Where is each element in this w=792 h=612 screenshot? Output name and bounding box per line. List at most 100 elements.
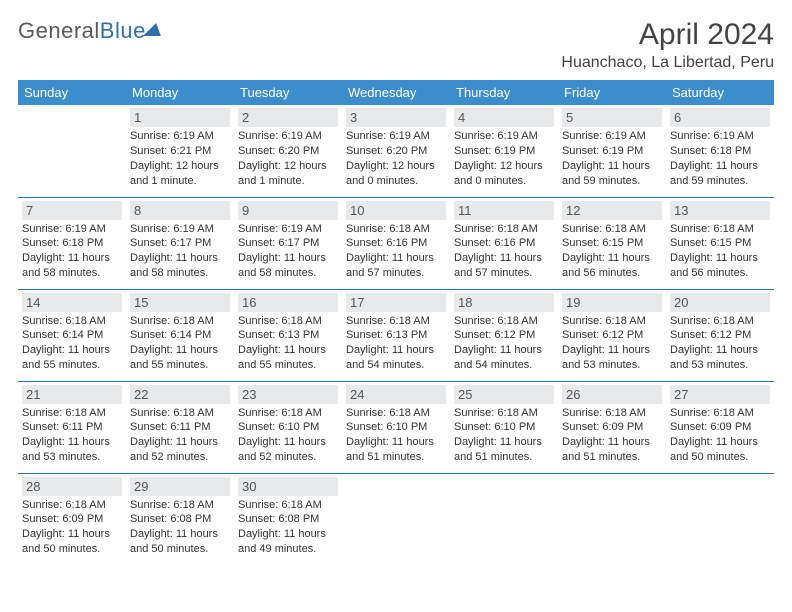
calendar-row: 7Sunrise: 6:19 AMSunset: 6:18 PMDaylight… [18, 197, 774, 289]
calendar-cell: 9Sunrise: 6:19 AMSunset: 6:17 PMDaylight… [234, 197, 342, 289]
header: GeneralBlue April 2024 Huanchaco, La Lib… [18, 18, 774, 72]
daylight-text: Daylight: 11 hours and 58 minutes. [22, 251, 122, 281]
day-details: Sunrise: 6:18 AMSunset: 6:15 PMDaylight:… [562, 222, 662, 281]
sunset-text: Sunset: 6:11 PM [22, 420, 122, 435]
day-number: 20 [670, 293, 770, 312]
calendar-cell: 2Sunrise: 6:19 AMSunset: 6:20 PMDaylight… [234, 105, 342, 197]
sunset-text: Sunset: 6:14 PM [130, 328, 230, 343]
sunrise-text: Sunrise: 6:18 AM [22, 406, 122, 421]
day-details: Sunrise: 6:18 AMSunset: 6:16 PMDaylight:… [454, 222, 554, 281]
sunrise-text: Sunrise: 6:18 AM [346, 406, 446, 421]
calendar-cell [666, 473, 774, 565]
sunset-text: Sunset: 6:16 PM [454, 236, 554, 251]
daylight-text: Daylight: 11 hours and 50 minutes. [670, 435, 770, 465]
calendar-cell: 24Sunrise: 6:18 AMSunset: 6:10 PMDayligh… [342, 381, 450, 473]
day-details: Sunrise: 6:18 AMSunset: 6:16 PMDaylight:… [346, 222, 446, 281]
day-details: Sunrise: 6:19 AMSunset: 6:18 PMDaylight:… [670, 129, 770, 188]
sunrise-text: Sunrise: 6:18 AM [346, 222, 446, 237]
sunset-text: Sunset: 6:15 PM [562, 236, 662, 251]
day-details: Sunrise: 6:19 AMSunset: 6:17 PMDaylight:… [130, 222, 230, 281]
day-details: Sunrise: 6:18 AMSunset: 6:15 PMDaylight:… [670, 222, 770, 281]
sunrise-text: Sunrise: 6:18 AM [670, 314, 770, 329]
daylight-text: Daylight: 11 hours and 57 minutes. [346, 251, 446, 281]
sunrise-text: Sunrise: 6:18 AM [562, 406, 662, 421]
sunset-text: Sunset: 6:18 PM [670, 144, 770, 159]
day-number: 27 [670, 385, 770, 404]
sunset-text: Sunset: 6:10 PM [454, 420, 554, 435]
calendar-cell: 17Sunrise: 6:18 AMSunset: 6:13 PMDayligh… [342, 289, 450, 381]
daylight-text: Daylight: 11 hours and 53 minutes. [22, 435, 122, 465]
day-details: Sunrise: 6:18 AMSunset: 6:12 PMDaylight:… [670, 314, 770, 373]
day-number: 6 [670, 108, 770, 127]
daylight-text: Daylight: 11 hours and 57 minutes. [454, 251, 554, 281]
day-number: 25 [454, 385, 554, 404]
day-details: Sunrise: 6:18 AMSunset: 6:14 PMDaylight:… [130, 314, 230, 373]
logo-word1: General [18, 18, 100, 43]
day-number: 23 [238, 385, 338, 404]
calendar-table: Sunday Monday Tuesday Wednesday Thursday… [18, 80, 774, 565]
daylight-text: Daylight: 11 hours and 54 minutes. [454, 343, 554, 373]
day-details: Sunrise: 6:19 AMSunset: 6:17 PMDaylight:… [238, 222, 338, 281]
day-details: Sunrise: 6:18 AMSunset: 6:12 PMDaylight:… [562, 314, 662, 373]
day-details: Sunrise: 6:18 AMSunset: 6:14 PMDaylight:… [22, 314, 122, 373]
day-number: 16 [238, 293, 338, 312]
month-title: April 2024 [561, 18, 774, 52]
sunrise-text: Sunrise: 6:19 AM [22, 222, 122, 237]
daylight-text: Daylight: 11 hours and 51 minutes. [346, 435, 446, 465]
calendar-cell: 15 Sunrise: 6:18 AMSunset: 6:14 PMDayligh… [126, 289, 234, 381]
day-number: 29 [130, 477, 230, 496]
calendar-cell [18, 105, 126, 197]
sunrise-text: Sunrise: 6:19 AM [238, 129, 338, 144]
daylight-text: Daylight: 11 hours and 59 minutes. [562, 159, 662, 189]
sunrise-text: Sunrise: 6:18 AM [562, 314, 662, 329]
calendar-cell [450, 473, 558, 565]
day-number: 4 [454, 108, 554, 127]
location: Huanchaco, La Libertad, Peru [561, 54, 774, 72]
sunrise-text: Sunrise: 6:19 AM [130, 129, 230, 144]
day-number: 17 [346, 293, 446, 312]
calendar-cell: 27Sunrise: 6:18 AMSunset: 6:09 PMDayligh… [666, 381, 774, 473]
sunset-text: Sunset: 6:09 PM [22, 512, 122, 527]
calendar-row: 14Sunrise: 6:18 AMSunset: 6:14 PMDayligh… [18, 289, 774, 381]
title-block: April 2024 Huanchaco, La Libertad, Peru [561, 18, 774, 72]
day-number: 15 [130, 293, 230, 312]
weekday-heading: Sunday [18, 80, 126, 105]
day-number: 28 [22, 477, 122, 496]
day-number: 30 [238, 477, 338, 496]
sunset-text: Sunset: 6:10 PM [238, 420, 338, 435]
day-number: 10 [346, 201, 446, 220]
day-number: 1 [130, 108, 230, 127]
calendar-cell: 12Sunrise: 6:18 AMSunset: 6:15 PMDayligh… [558, 197, 666, 289]
sunrise-text: Sunrise: 6:18 AM [454, 314, 554, 329]
daylight-text: Daylight: 11 hours and 58 minutes. [238, 251, 338, 281]
day-number: 8 [130, 201, 230, 220]
calendar-cell: 8 Sunrise: 6:19 AMSunset: 6:17 PMDaylight… [126, 197, 234, 289]
day-details: Sunrise: 6:18 AMSunset: 6:10 PMDaylight:… [346, 406, 446, 465]
sunrise-text: Sunrise: 6:18 AM [562, 222, 662, 237]
sunset-text: Sunset: 6:13 PM [346, 328, 446, 343]
daylight-text: Daylight: 11 hours and 55 minutes. [238, 343, 338, 373]
day-number: 3 [346, 108, 446, 127]
day-details: Sunrise: 6:18 AMSunset: 6:09 PMDaylight:… [562, 406, 662, 465]
day-details: Sunrise: 6:18 AMSunset: 6:08 PMDaylight:… [130, 498, 230, 557]
day-details: Sunrise: 6:19 AMSunset: 6:21 PMDaylight:… [130, 129, 230, 188]
daylight-text: Daylight: 11 hours and 53 minutes. [562, 343, 662, 373]
calendar-row: 1Sunrise: 6:19 AMSunset: 6:21 PMDaylight… [18, 105, 774, 197]
calendar-cell: 20 Sunrise: 6:18 AMSunset: 6:12 PMDayligh… [666, 289, 774, 381]
sunrise-text: Sunrise: 6:19 AM [130, 222, 230, 237]
daylight-text: Daylight: 11 hours and 56 minutes. [670, 251, 770, 281]
calendar-cell: 28Sunrise: 6:18 AMSunset: 6:09 PMDayligh… [18, 473, 126, 565]
sunrise-text: Sunrise: 6:18 AM [670, 222, 770, 237]
calendar-cell: 25Sunrise: 6:18 AMSunset: 6:10 PMDayligh… [450, 381, 558, 473]
calendar-cell: 1 Sunrise: 6:19 AMSunset: 6:21 PMDaylight… [126, 105, 234, 197]
weekday-heading: Friday [558, 80, 666, 105]
sunrise-text: Sunrise: 6:18 AM [130, 406, 230, 421]
daylight-text: Daylight: 12 hours and 0 minutes. [454, 159, 554, 189]
sunset-text: Sunset: 6:12 PM [562, 328, 662, 343]
sunset-text: Sunset: 6:19 PM [454, 144, 554, 159]
sunset-text: Sunset: 6:13 PM [238, 328, 338, 343]
daylight-text: Daylight: 11 hours and 52 minutes. [130, 435, 230, 465]
calendar-cell: 7Sunrise: 6:19 AMSunset: 6:18 PMDaylight… [18, 197, 126, 289]
sunset-text: Sunset: 6:21 PM [130, 144, 230, 159]
day-number: 14 [22, 293, 122, 312]
